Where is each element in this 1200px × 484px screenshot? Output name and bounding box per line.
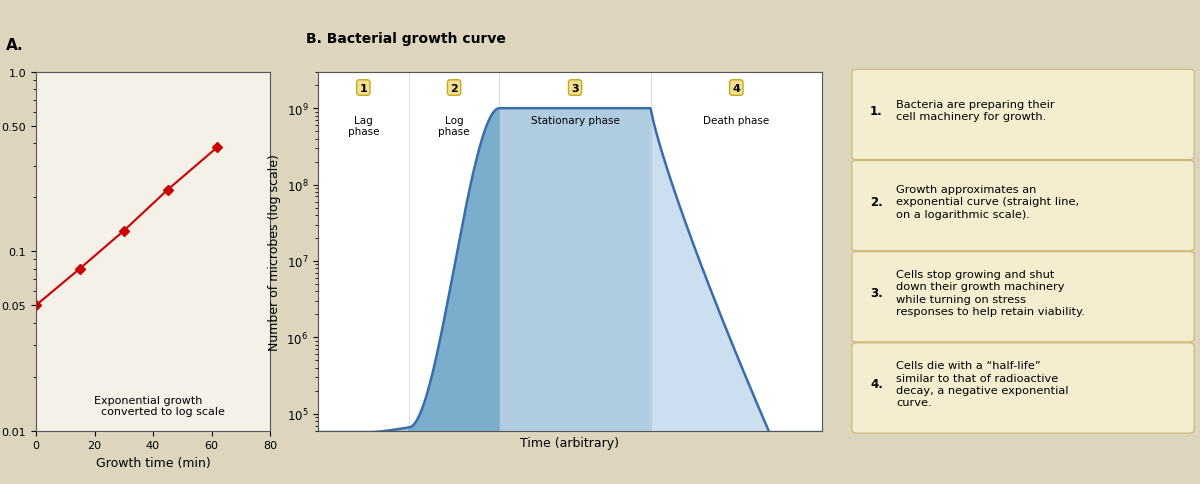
Text: Stationary phase: Stationary phase <box>530 116 619 125</box>
Text: Cells die with a “half-life”
similar to that of radioactive
decay, a negative ex: Cells die with a “half-life” similar to … <box>896 361 1069 408</box>
Y-axis label: Number of microbes (log scale): Number of microbes (log scale) <box>268 153 281 350</box>
Text: A.: A. <box>6 38 24 53</box>
Text: Death phase: Death phase <box>703 116 769 125</box>
Text: 4.: 4. <box>870 378 883 391</box>
Text: 1: 1 <box>360 83 367 93</box>
X-axis label: Growth time (min): Growth time (min) <box>96 456 210 469</box>
Text: Growth approximates an
exponential curve (straight line,
on a logarithmic scale): Growth approximates an exponential curve… <box>896 184 1080 219</box>
Text: 3.: 3. <box>870 287 883 300</box>
Text: 1.: 1. <box>870 105 883 118</box>
Text: Lag
phase: Lag phase <box>348 116 379 137</box>
Text: Exponential growth
  converted to log scale: Exponential growth converted to log scal… <box>95 395 226 417</box>
Text: Cells stop growing and shut
down their growth machinery
while turning on stress
: Cells stop growing and shut down their g… <box>896 270 1085 317</box>
Text: Log
phase: Log phase <box>438 116 470 137</box>
X-axis label: Time (arbitrary): Time (arbitrary) <box>521 436 619 449</box>
Text: 3: 3 <box>571 83 578 93</box>
Text: 2.: 2. <box>870 196 883 209</box>
Text: Bacteria are preparing their
cell machinery for growth.: Bacteria are preparing their cell machin… <box>896 100 1055 122</box>
Text: 4: 4 <box>732 83 740 93</box>
Text: B. Bacterial growth curve: B. Bacterial growth curve <box>306 32 506 46</box>
Text: 2: 2 <box>450 83 458 93</box>
